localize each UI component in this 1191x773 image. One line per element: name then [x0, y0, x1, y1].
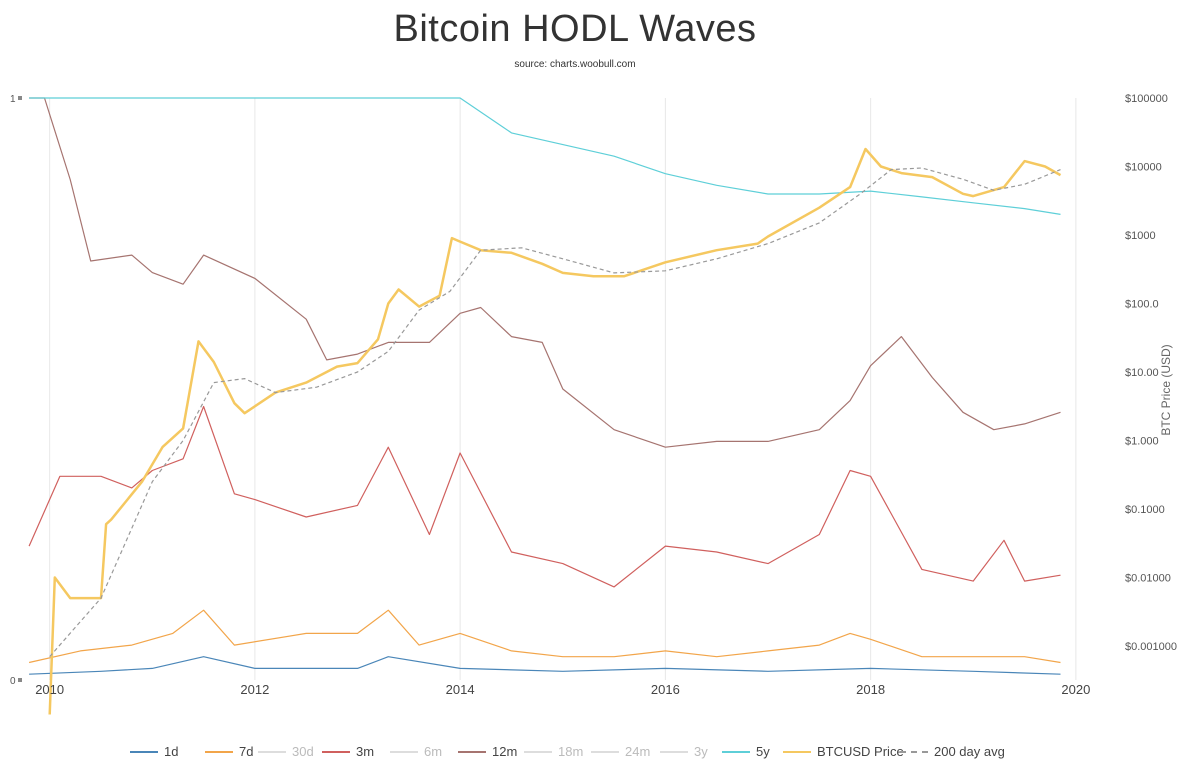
- chart-subtitle: source: charts.woobull.com: [514, 59, 636, 70]
- legend-item-7d[interactable]: 7d: [205, 744, 253, 759]
- y-left-tick-label: 0: [10, 676, 16, 687]
- y-left-tick-mark: [18, 678, 22, 682]
- legend-swatch: [130, 750, 158, 753]
- legend: 1d 7d 30d 3m 6m 12m 18m 24m 3y 5y BTCUSD Price 200 …: [0, 744, 1191, 766]
- y-right-tick-label: $1000: [1125, 230, 1156, 242]
- legend-swatch: [258, 750, 286, 753]
- y-right-axis-title: BTC Price (USD): [1159, 344, 1173, 435]
- legend-swatch: [390, 750, 418, 753]
- legend-item-30d[interactable]: 30d: [258, 744, 314, 759]
- y-right-tick-label: $0.1000: [1125, 504, 1165, 516]
- y-right-tick-label: $0.01000: [1125, 573, 1171, 585]
- legend-label: 7d: [239, 744, 254, 759]
- grid-lines: [49, 98, 1077, 680]
- legend-label: 3y: [694, 744, 708, 759]
- axes: 2010 2012 2014 2016 2018 2020 1 0 $100000 $10000 $…: [10, 93, 1177, 697]
- y-right-tick-label: $100.0: [1125, 299, 1159, 311]
- y-left-tick-label: 1: [10, 94, 16, 105]
- legend-item-200-day-avg[interactable]: 200 day avg: [900, 744, 1005, 759]
- legend-swatch: [524, 750, 552, 753]
- legend-swatch: [783, 750, 811, 753]
- legend-label: BTCUSD Price: [817, 744, 904, 759]
- legend-swatch: [591, 750, 619, 753]
- series-lines: [28, 97, 1062, 715]
- legend-item-12m[interactable]: 12m: [458, 744, 517, 759]
- legend-item-3y[interactable]: 3y: [660, 744, 708, 759]
- x-tick-label: 2016: [651, 682, 680, 697]
- y-right-tick-label: $1.000: [1125, 436, 1159, 448]
- series-line-1d[interactable]: [29, 656, 1061, 675]
- legend-label: 24m: [625, 744, 651, 759]
- legend-swatch: [722, 750, 750, 753]
- legend-label: 12m: [492, 744, 518, 759]
- legend-swatch: [900, 750, 928, 753]
- legend-label: 1d: [164, 744, 179, 759]
- legend-item-1d[interactable]: 1d: [130, 744, 178, 759]
- y-right-tick-label: $10000: [1125, 162, 1162, 174]
- legend-swatch: [660, 750, 688, 753]
- x-tick-label: 2020: [1061, 682, 1090, 697]
- legend-swatch: [322, 750, 350, 753]
- series-line-7d[interactable]: [28, 609, 1061, 664]
- legend-item-5y[interactable]: 5y: [722, 744, 770, 759]
- series-line-3m[interactable]: [28, 405, 1061, 588]
- legend-label: 30d: [292, 744, 314, 759]
- series-line-btcusd-price[interactable]: [48, 147, 1062, 715]
- legend-item-6m[interactable]: 6m: [390, 744, 442, 759]
- legend-label: 3m: [356, 744, 375, 759]
- series-line-12m[interactable]: [29, 97, 1061, 448]
- legend-label: 18m: [558, 744, 584, 759]
- chart-title: Bitcoin HODL Waves: [393, 8, 757, 50]
- x-tick-label: 2010: [35, 682, 64, 697]
- legend-label: 6m: [424, 744, 443, 759]
- legend-item-24m[interactable]: 24m: [591, 744, 650, 759]
- legend-item-18m[interactable]: 18m: [524, 744, 583, 759]
- legend-swatch: [205, 750, 233, 753]
- y-right-tick-label: $10.00: [1125, 367, 1159, 379]
- legend-swatch: [458, 750, 486, 753]
- legend-item-3m[interactable]: 3m: [322, 744, 374, 759]
- x-tick-label: 2012: [240, 682, 269, 697]
- legend-label: 5y: [756, 744, 770, 759]
- series-line-5y[interactable]: [29, 97, 1061, 215]
- x-tick-label: 2014: [446, 682, 475, 697]
- y-left-tick-mark: [18, 96, 22, 100]
- y-right-tick-label: $100000: [1125, 93, 1168, 105]
- legend-item-btcusd-price[interactable]: BTCUSD Price: [783, 744, 904, 759]
- y-right-tick-label: $0.001000: [1125, 641, 1177, 653]
- series-line-200-day-avg[interactable]: [49, 167, 1061, 657]
- legend-label: 200 day avg: [934, 744, 1005, 759]
- x-tick-label: 2018: [856, 682, 885, 697]
- hodl-waves-chart[interactable]: 2010 2012 2014 2016 2018 2020 1 0 $100000 $10000 $…: [0, 0, 1191, 740]
